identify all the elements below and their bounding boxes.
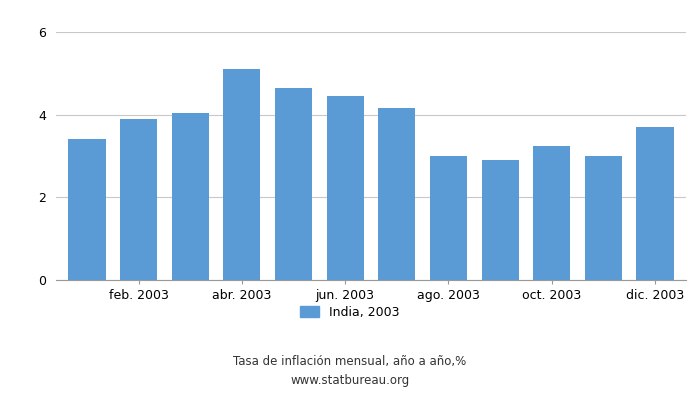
Bar [378,108,415,280]
Bar [120,119,158,280]
Bar [482,160,519,280]
Bar [275,88,312,280]
Bar [533,146,570,280]
Bar [584,156,622,280]
Bar [172,113,209,280]
Bar [430,156,467,280]
Bar [327,96,364,280]
Text: www.statbureau.org: www.statbureau.org [290,374,410,387]
Bar [636,127,673,280]
Bar [69,140,106,280]
Legend: India, 2003: India, 2003 [295,301,405,324]
Text: Tasa de inflación mensual, año a año,%: Tasa de inflación mensual, año a año,% [233,356,467,368]
Bar [223,69,260,280]
